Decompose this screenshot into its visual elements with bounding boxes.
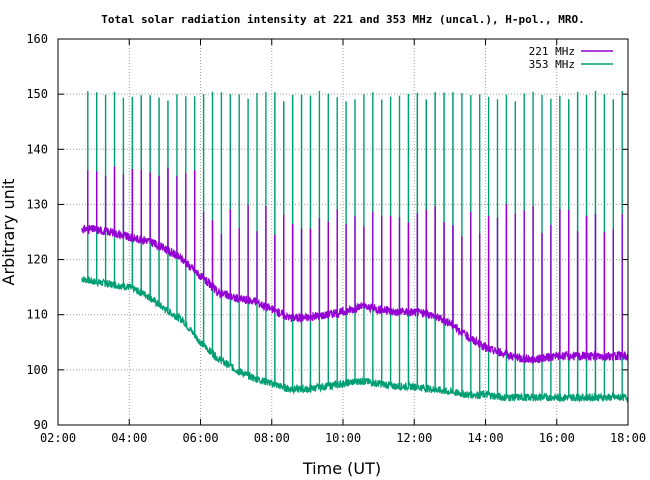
y-tick-label: 160 [26, 32, 48, 46]
y-tick-label: 100 [26, 363, 48, 377]
x-tick-label: 02:00 [40, 431, 76, 445]
label-layer: 02:00 04:00 06:00 08:00 10:00 12:00 14:00 16:00… [26, 32, 646, 445]
y-tick-label: 150 [26, 87, 48, 101]
x-axis-label: Time (UT) [302, 459, 381, 478]
legend-label: 353 MHz [529, 58, 575, 71]
y-tick-label: 110 [26, 308, 48, 322]
legend-label: 221 MHz [529, 45, 575, 58]
tick-layer [57, 38, 629, 426]
y-tick-label: 140 [26, 142, 48, 156]
x-tick-label: 14:00 [467, 431, 503, 445]
y-tick-label: 130 [26, 197, 48, 211]
x-tick-label: 10:00 [325, 431, 361, 445]
series-221-line [81, 166, 629, 365]
x-tick-label: 08:00 [254, 431, 290, 445]
series-layer [81, 90, 629, 403]
x-tick-label: 04:00 [111, 431, 147, 445]
x-tick-label: 06:00 [182, 431, 218, 445]
x-tick-label: 16:00 [539, 431, 575, 445]
y-axis-label: Arbitrary unit [0, 179, 18, 286]
x-tick-label: 18:00 [610, 431, 646, 445]
x-tick-label: 12:00 [396, 431, 432, 445]
chart-title: Total solar radiation intensity at 221 a… [101, 13, 584, 26]
y-tick-label: 120 [26, 253, 48, 267]
y-tick-label: 90 [34, 418, 48, 432]
